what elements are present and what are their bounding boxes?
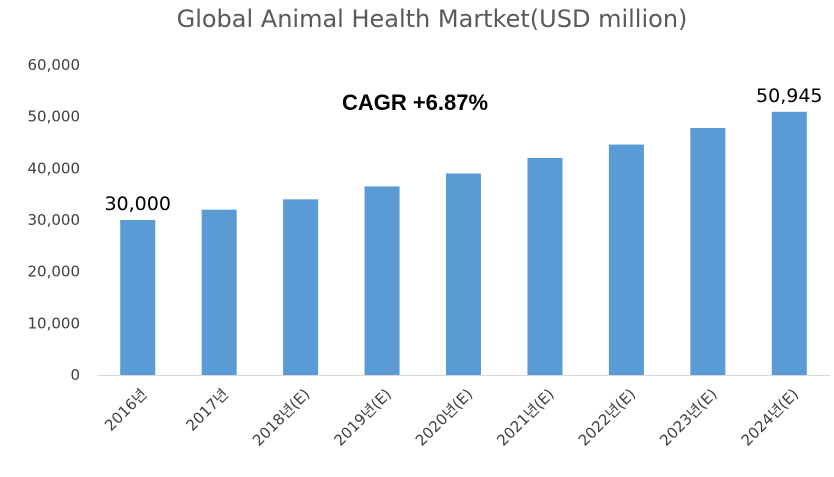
bar [527,158,563,375]
x-tick-label: 2020년(E) [412,385,476,449]
bar [690,128,726,375]
y-tick-label: 40,000 [28,159,81,177]
cagr-annotation: CAGR +6.87% [342,90,488,115]
y-tick-label: 30,000 [28,211,81,229]
y-tick-label: 10,000 [28,314,81,332]
x-axis-ticks: 2016년 2017년 2018년(E) 2019년(E) 2020년(E) 2021년(… [101,385,802,449]
bar [771,111,807,375]
x-tick-label: 2017년 [183,385,232,434]
bar [608,144,644,375]
y-tick-label: 60,000 [28,56,81,74]
data-labels: 30,000 50,945 [104,85,822,215]
chart-title: Global Animal Health Martket(USD million… [177,5,688,33]
x-tick-label: 2023년(E) [656,385,720,449]
bar-series [120,111,807,375]
y-tick-label: 0 [70,366,80,384]
data-label: 50,945 [756,85,822,107]
y-tick-label: 20,000 [28,263,81,281]
data-label: 30,000 [104,193,170,215]
x-tick-label: 2024년(E) [738,385,802,449]
bar [364,186,400,375]
x-tick-label: 2016년 [101,385,150,434]
x-tick-label: 2021년(E) [493,385,557,449]
x-tick-label: 2022년(E) [575,385,639,449]
y-axis-ticks: 0 10,000 20,000 30,000 40,000 50,000 60,000 [28,56,81,384]
y-tick-label: 50,000 [28,108,81,126]
x-tick-label: 2018년(E) [249,385,313,449]
x-tick-label: 2019년(E) [330,385,394,449]
bar [283,199,319,375]
bar [445,173,482,375]
bar [120,220,156,375]
bar [201,209,237,375]
